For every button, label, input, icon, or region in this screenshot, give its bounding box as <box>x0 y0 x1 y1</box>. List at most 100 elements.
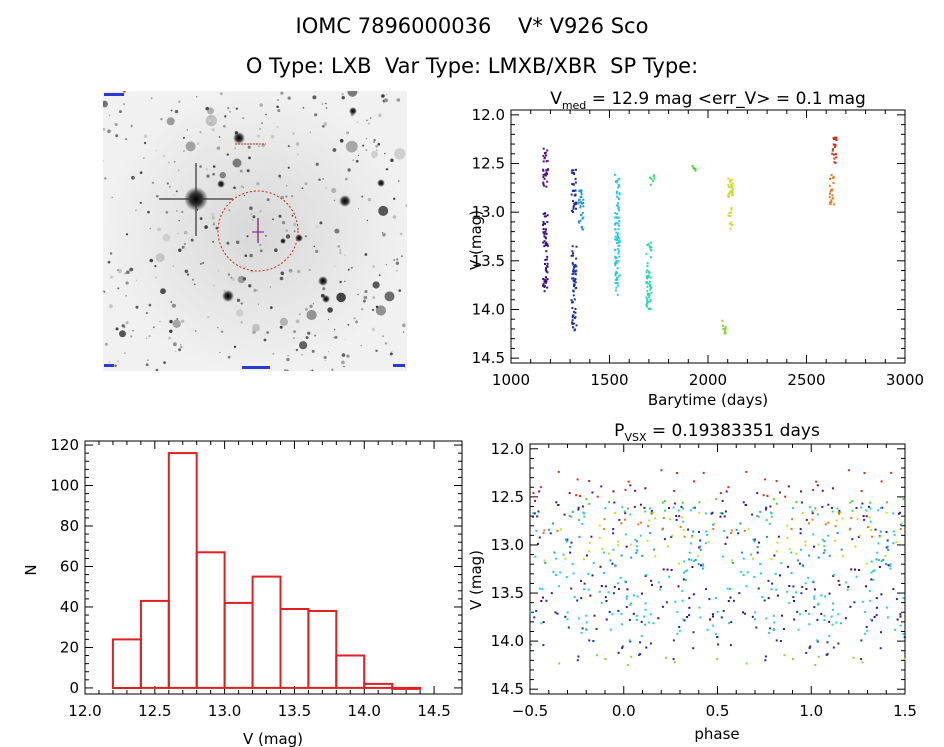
phased-point <box>558 585 561 588</box>
lightcurve-point <box>830 199 833 202</box>
phased-point <box>639 534 642 537</box>
phased-point <box>556 612 559 615</box>
phased-point <box>858 569 861 571</box>
sky-star <box>178 348 182 352</box>
sky-star <box>209 116 211 118</box>
sky-star <box>235 107 238 110</box>
sky-star <box>109 275 114 279</box>
phased-point <box>793 618 796 621</box>
phased-point <box>877 542 880 545</box>
sky-star-bright <box>222 290 234 302</box>
phased-point <box>846 588 849 591</box>
histogram-xtick-label: 13.0 <box>208 702 241 720</box>
phased-point <box>764 659 767 662</box>
sky-star <box>240 302 243 305</box>
sky-star <box>325 107 328 109</box>
phased-point <box>813 545 816 548</box>
phased-point <box>635 540 638 543</box>
sky-star <box>172 265 174 267</box>
lightcurve-point <box>835 156 838 159</box>
lightcurve-point <box>647 293 650 296</box>
sky-star <box>345 177 348 181</box>
sky-star <box>205 168 208 171</box>
sky-star <box>216 146 221 150</box>
lightcurve-point <box>572 254 574 257</box>
phased-point <box>538 536 541 539</box>
lightcurve-point <box>545 171 548 174</box>
sky-star <box>205 114 218 127</box>
sky-star <box>331 368 334 371</box>
phased-point <box>575 494 578 497</box>
phased-point <box>598 524 601 527</box>
phased-point <box>863 472 866 474</box>
phased-point <box>698 511 701 514</box>
lightcurve-point <box>545 154 548 157</box>
phased-point <box>872 570 874 573</box>
phased-point <box>565 538 567 541</box>
lightcurve-point <box>645 275 648 278</box>
sky-star <box>334 228 340 234</box>
phased-point <box>808 506 811 509</box>
sky-star <box>252 215 256 219</box>
phased-point <box>591 491 594 494</box>
sky-star <box>259 210 262 213</box>
sky-star <box>119 330 126 338</box>
lightcurve-point <box>618 192 621 195</box>
phased-point <box>680 505 683 508</box>
sky-star <box>211 216 215 220</box>
sky-star <box>224 115 227 118</box>
phased-point <box>896 618 899 621</box>
phased-point <box>699 539 702 542</box>
phased-point <box>677 585 680 588</box>
phased-xtick-label: 1.0 <box>799 702 823 720</box>
phased-point <box>566 538 569 541</box>
phased-point <box>550 592 553 595</box>
lightcurve-point <box>542 222 545 225</box>
lightcurve-point <box>574 308 577 310</box>
phased-point <box>849 605 852 608</box>
sky-star <box>252 323 260 332</box>
lightcurve-ylabel: V (mag) <box>467 210 485 270</box>
phased-point <box>807 612 810 615</box>
phased-point <box>674 600 677 603</box>
phased-point <box>767 579 770 582</box>
phased-point <box>604 658 607 660</box>
sky-star <box>242 277 247 281</box>
phased-point <box>813 606 816 609</box>
phased-point <box>716 636 719 638</box>
lightcurve-point <box>579 206 582 209</box>
sky-star <box>150 97 153 100</box>
phased-point <box>762 494 765 497</box>
phased-point <box>639 641 641 644</box>
phased-point <box>650 512 653 514</box>
lightcurve-point <box>831 149 834 152</box>
sky-star <box>311 369 314 371</box>
phased-point <box>585 614 588 617</box>
phased-point <box>692 631 695 634</box>
phased-point <box>797 559 799 562</box>
lightcurve-point <box>615 286 618 289</box>
lightcurve-point <box>580 202 583 205</box>
phased-point <box>788 601 791 604</box>
sky-star <box>252 330 256 334</box>
phased-point <box>682 529 685 531</box>
lightcurve-ytick-label: 14.5 <box>472 349 505 367</box>
phased-point <box>824 595 827 598</box>
histogram-bar <box>279 608 310 689</box>
sky-star <box>367 122 371 125</box>
sky-star <box>178 220 180 222</box>
phased-point <box>634 538 637 541</box>
phased-point <box>847 469 850 472</box>
phased-point <box>773 629 776 631</box>
lightcurve-point <box>829 177 832 180</box>
lightcurve-point <box>731 192 733 195</box>
phased-point <box>612 490 615 493</box>
sky-star <box>103 100 108 108</box>
sky-star <box>286 369 289 371</box>
phased-point <box>688 558 691 561</box>
sky-star <box>353 317 356 320</box>
sky-star <box>135 305 139 309</box>
phased-point <box>885 563 888 566</box>
lightcurve-point <box>616 267 619 270</box>
phased-point <box>614 512 617 514</box>
